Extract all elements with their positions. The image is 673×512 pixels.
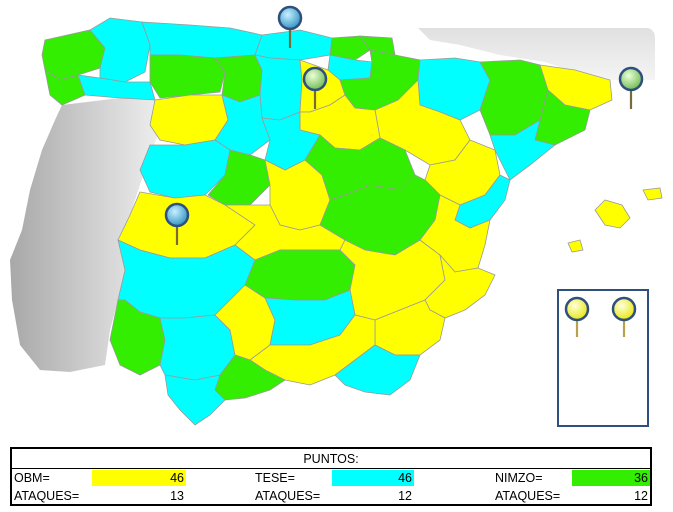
team-2-attacks: 12 [398,489,412,503]
team-1-label: OBM= [14,471,50,485]
province-lugo [89,17,151,83]
province-ourense [77,74,156,101]
team-2-attacks-label: ATAQUES= [255,489,321,503]
province-valencia [419,194,491,273]
province-ciudad-real [244,249,356,301]
score-divider [12,468,650,469]
team-3-points: 36 [572,470,650,486]
province-leon [149,54,226,99]
province-mallorca [594,199,631,229]
pin-blue-west[interactable] [164,202,190,245]
pin-legend-box [557,289,649,427]
province-menorca [642,187,663,201]
team-2-points: 46 [332,470,414,486]
province-burgos [254,54,303,121]
team-1-points: 46 [92,470,186,486]
pin-blue-north[interactable] [277,5,303,48]
map-svg [10,5,663,426]
portugal-land [10,98,168,372]
pin-green-north[interactable] [302,66,328,109]
province-tarragona [489,119,556,181]
province-salamanca [139,139,231,199]
province-ibiza [567,239,584,253]
team-1-attacks-label: ATAQUES= [14,489,80,503]
province-asturias [141,21,263,59]
pin-yellow-inset-2[interactable] [611,296,637,337]
province-almeria [334,344,421,396]
province-bizkaia [329,35,371,61]
score-title: PUNTOS: [303,452,359,466]
team-3-attacks: 12 [634,489,648,503]
team-1-attacks: 13 [170,489,184,503]
spain-province-map [10,5,663,427]
province-cadiz [164,374,226,426]
pin-green-northeast[interactable] [618,66,644,109]
team-2-label: TESE= [255,471,295,485]
team-3-label: NIMZO= [495,471,543,485]
pin-yellow-inset-1[interactable] [564,296,590,337]
score-table: PUNTOS: OBM= 46 ATAQUES= 13 TESE= 46 ATA… [10,447,652,506]
province-valladolid [214,94,271,156]
province-cantabria [254,29,333,61]
team-3-attacks-label: ATAQUES= [495,489,561,503]
provinces [41,17,663,426]
france-land [418,28,655,80]
province-a-coruna [41,29,106,81]
